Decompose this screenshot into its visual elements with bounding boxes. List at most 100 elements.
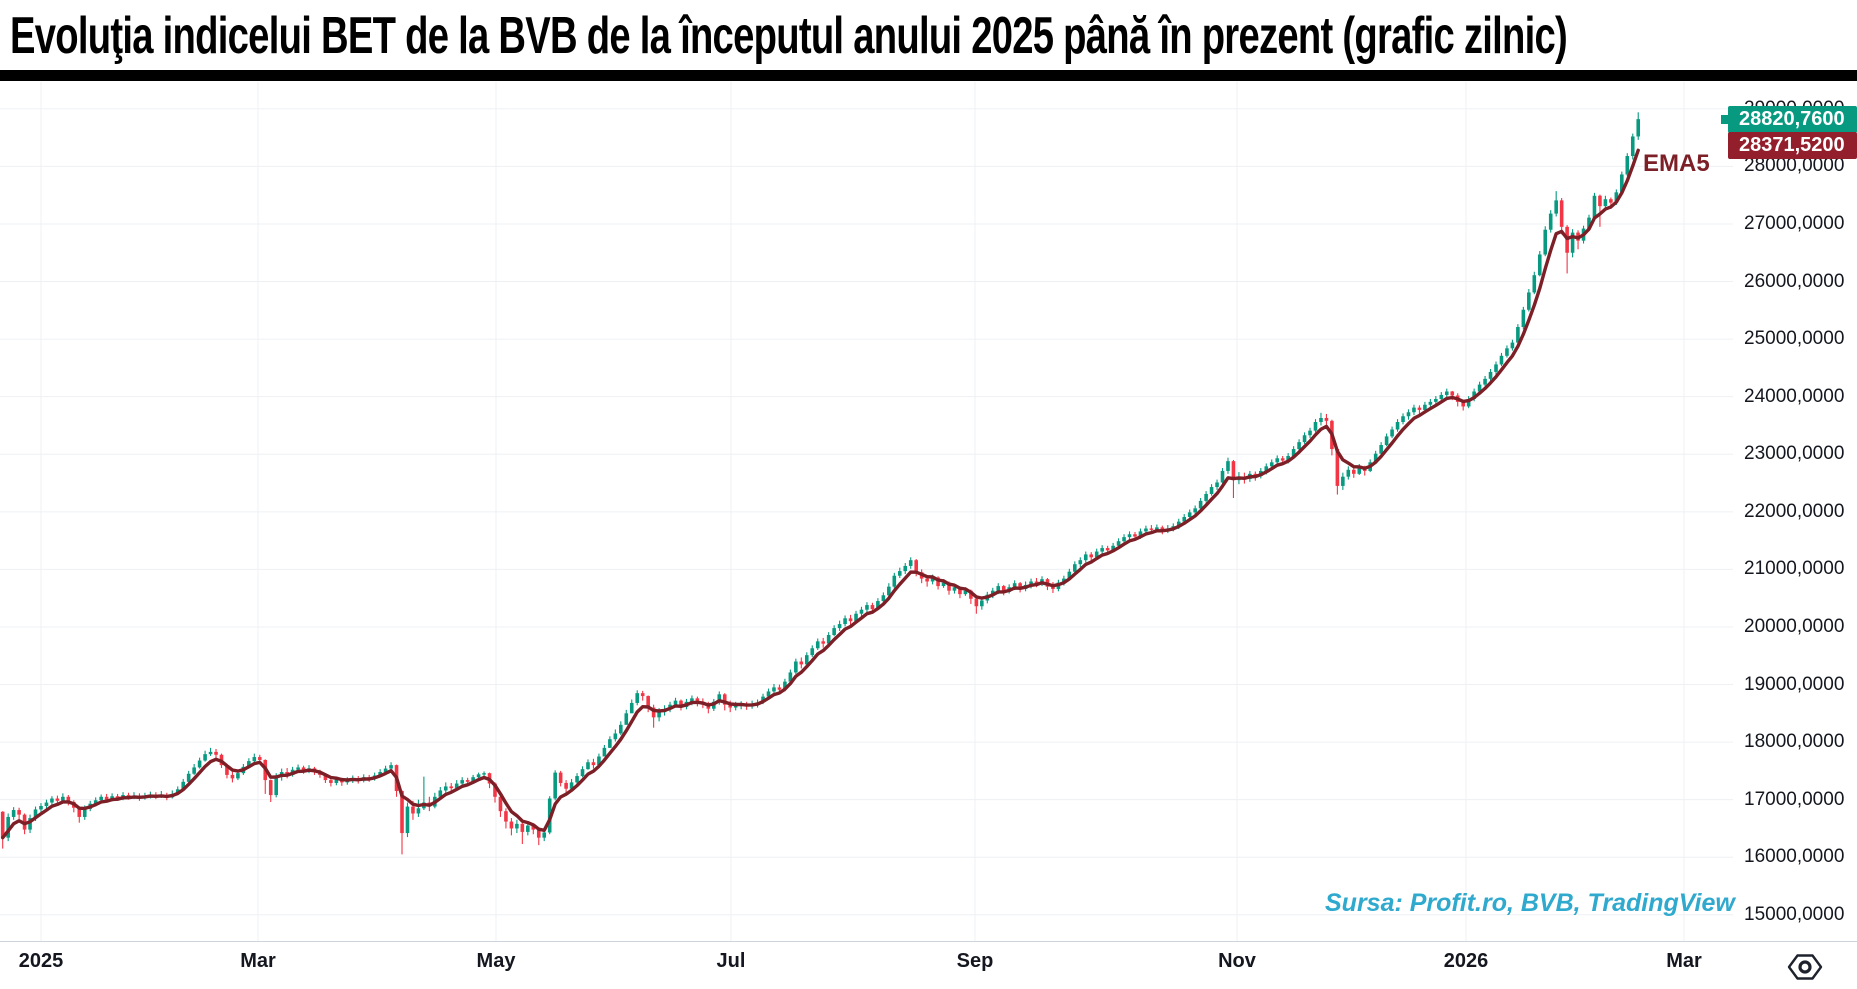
candle-body — [476, 774, 481, 778]
candle-body — [564, 782, 568, 789]
candle-body — [870, 605, 875, 610]
candle-body — [225, 765, 229, 775]
candle-body — [1116, 541, 1121, 546]
candle-body — [1499, 355, 1504, 365]
candle-body — [257, 757, 262, 760]
candle-body — [230, 774, 235, 779]
price-tick-label: 28000,0000 — [1744, 155, 1845, 177]
candle-body — [77, 807, 82, 817]
candle-body — [208, 751, 213, 755]
candle-body — [1510, 342, 1515, 349]
candle-body — [635, 693, 640, 703]
candle-body — [1269, 462, 1274, 467]
candle-body — [1138, 531, 1143, 537]
candle-body — [301, 767, 306, 771]
candle-body — [1029, 581, 1033, 585]
candle-body — [897, 571, 902, 576]
candle-body — [186, 773, 191, 782]
eye-icon[interactable] — [1785, 950, 1825, 984]
candle-body — [586, 762, 590, 770]
candle-body — [531, 825, 536, 830]
candle-body — [608, 739, 612, 748]
candle-body — [1516, 327, 1520, 343]
candle-body — [941, 582, 946, 587]
candle-body — [33, 809, 38, 819]
ema-series-label: EMA5 — [1643, 150, 1710, 177]
price-tick-label: 17000,0000 — [1744, 788, 1845, 810]
candle-body — [1592, 195, 1597, 218]
candle-body — [1527, 292, 1531, 310]
candle-body — [1630, 136, 1635, 157]
candle-body — [1384, 436, 1389, 446]
candle-body — [61, 796, 65, 801]
candle-body — [1133, 534, 1137, 537]
price-tick-label: 23000,0000 — [1744, 443, 1845, 465]
candle-body — [39, 805, 43, 810]
candle-body — [613, 733, 618, 740]
candle-body — [722, 694, 727, 705]
candle-body — [82, 808, 87, 817]
price-tick-label: 16000,0000 — [1744, 846, 1845, 868]
candle-body — [794, 661, 798, 673]
candle-body — [323, 774, 328, 781]
candle-body — [1439, 394, 1444, 399]
candle-body — [826, 635, 831, 644]
candle-body — [690, 698, 694, 702]
candle-body — [1297, 442, 1301, 450]
time-tick-label: Nov — [1218, 950, 1256, 972]
candle-body — [526, 825, 530, 832]
candle-body — [788, 672, 793, 682]
candle-body — [1149, 528, 1154, 530]
candle-body — [815, 641, 820, 649]
candle-body — [1078, 560, 1083, 565]
candle-body — [892, 575, 897, 587]
candle-body — [1226, 461, 1230, 471]
candle-body — [761, 696, 765, 703]
candle-body — [1264, 466, 1269, 471]
candle-body — [1406, 412, 1411, 417]
candle-body — [411, 806, 415, 814]
candle-body — [624, 713, 629, 725]
candle-body — [1559, 200, 1564, 227]
candle-body — [197, 760, 202, 768]
candle-body — [876, 601, 880, 610]
ema-value-badge: 28371,5200 — [1728, 131, 1857, 159]
price-tick-label: 25000,0000 — [1744, 328, 1845, 350]
candle-body — [925, 578, 929, 582]
candle-body — [93, 800, 98, 804]
candle-body — [1073, 564, 1077, 572]
candle-body — [848, 618, 853, 622]
candle-body — [859, 609, 864, 614]
candle-body — [980, 600, 984, 607]
ema-last-value: 28371,5200 — [1739, 133, 1845, 156]
candle-body — [115, 796, 120, 799]
candle-body — [1062, 578, 1066, 583]
time-tick-label: Mar — [1666, 950, 1702, 972]
candle-body — [1220, 470, 1225, 483]
candle-body — [383, 768, 388, 773]
candle-body — [1554, 200, 1558, 214]
candle-body — [1466, 398, 1471, 407]
candle-body — [837, 624, 842, 629]
candle-body — [1346, 469, 1351, 477]
price-tick-label: 26000,0000 — [1744, 270, 1845, 292]
candle-body — [1105, 548, 1110, 551]
candle-body — [214, 751, 218, 755]
candle-body — [1587, 217, 1591, 229]
candle-body — [405, 806, 410, 834]
candle-body — [1122, 537, 1126, 542]
candle-body — [646, 696, 650, 708]
candle-body — [777, 687, 782, 690]
candle-body — [651, 707, 656, 718]
candle-body — [887, 586, 891, 596]
candle-body — [1127, 534, 1132, 538]
candle-body — [1308, 430, 1312, 436]
candle-body — [602, 747, 607, 757]
last-price-value: 28820,7600 — [1739, 107, 1845, 130]
candle-body — [296, 767, 300, 770]
candle-body — [509, 821, 514, 829]
last-price-badge: 28820,7600 — [1721, 105, 1857, 133]
candle-body — [1417, 407, 1422, 410]
